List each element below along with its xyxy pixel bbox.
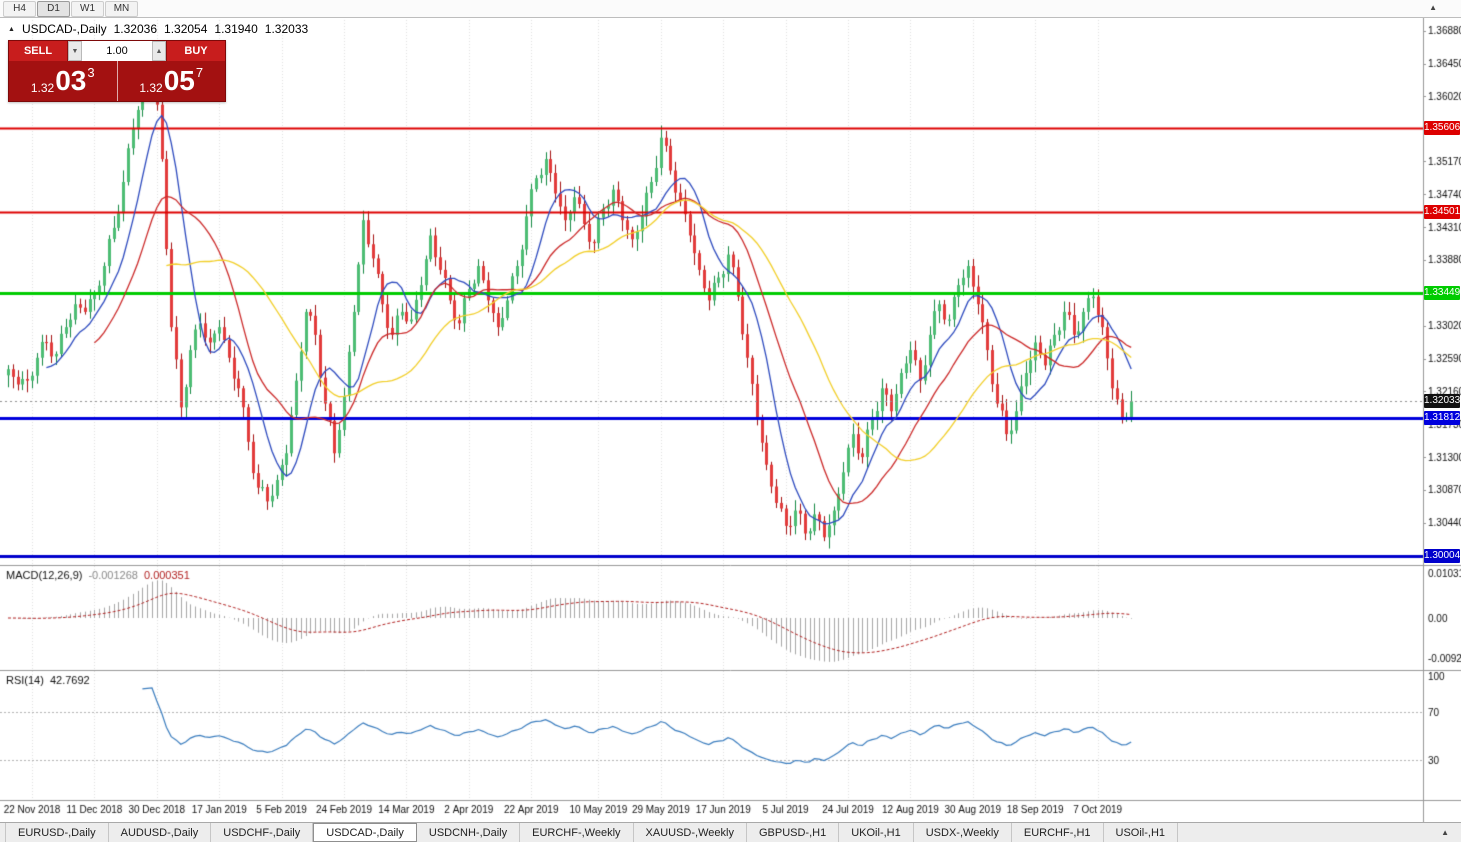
sell-price[interactable]: 1.32 03 3 [9, 61, 117, 101]
ohlc-high: 1.32054 [164, 22, 208, 36]
volume-input[interactable]: 1.00 [82, 41, 152, 61]
volume-up-icon[interactable]: ▲ [152, 41, 166, 61]
chart-tab-eurchf[interactable]: EURCHF-,H1 [1012, 823, 1104, 842]
ohlc-low: 1.31940 [214, 22, 258, 36]
ohlc-open: 1.32036 [113, 22, 158, 36]
trade-panel-prices: 1.32 03 3 1.32 05 7 [9, 61, 225, 101]
chart-area: ▲ USDCAD-,Daily 1.32036 1.32054 1.31940 … [0, 18, 1461, 822]
chart-tab-eurchf[interactable]: EURCHF-,Weekly [520, 823, 634, 842]
chart-tab-audusd[interactable]: AUDUSD-,Daily [109, 823, 212, 842]
timeframe-button-d1[interactable]: D1 [37, 0, 70, 17]
timeframe-buttons: H4 D1 W1 MN [3, 0, 138, 17]
timeframe-button-w1[interactable]: W1 [71, 0, 104, 17]
chart-header: ▲ USDCAD-,Daily 1.32036 1.32054 1.31940 … [8, 22, 308, 36]
buy-price-base: 1.32 [139, 81, 163, 95]
sell-price-pipette: 3 [87, 65, 95, 80]
collapse-panel-icon[interactable]: ▲ [8, 25, 15, 33]
chart-tabs: EURUSD-,Daily AUDUSD-,Daily USDCHF-,Daily U… [5, 823, 1179, 842]
timeframe-button-mn[interactable]: MN [105, 0, 138, 17]
volume-dropdown-icon[interactable]: ▼ [68, 41, 82, 61]
chart-tab-gbpusd[interactable]: GBPUSD-,H1 [747, 823, 840, 842]
toolbar-scroll-up-icon[interactable]: ▲ [1429, 3, 1437, 12]
chart-tab-usdcad[interactable]: USDCAD-,Daily [313, 823, 417, 842]
timeframe-button-h4[interactable]: H4 [3, 0, 36, 17]
buy-price[interactable]: 1.32 05 7 [116, 61, 226, 101]
buy-price-pipette: 7 [195, 65, 204, 80]
chart-tab-usdcnh[interactable]: USDCNH-,Daily [417, 823, 521, 842]
chart-tab-usdchf[interactable]: USDCHF-,Daily [211, 823, 314, 842]
chart-tab-xauusd[interactable]: XAUUSD-,Weekly [634, 823, 747, 842]
chart-tab-ukoil[interactable]: UKOil-,H1 [839, 823, 914, 842]
chart-symbol-label: USDCAD-,Daily [21, 22, 107, 36]
sell-button[interactable]: SELL [9, 41, 68, 61]
ohlc-close: 1.32033 [264, 22, 309, 36]
chart-tab-usdx[interactable]: USDX-,Weekly [914, 823, 1012, 842]
trade-panel-controls: SELL ▼ 1.00 ▲ BUY [9, 41, 225, 61]
tabbar-scroll-icon[interactable]: ▲ [1441, 828, 1449, 837]
one-click-trading-panel: SELL ▼ 1.00 ▲ BUY 1.32 03 3 1.32 05 7 [8, 40, 226, 102]
sell-price-pips: 03 [55, 65, 87, 96]
price-chart-canvas[interactable] [0, 18, 1461, 822]
top-toolbar: H4 D1 W1 MN ▲ [0, 0, 1461, 18]
chart-tab-usoil[interactable]: USOil-,H1 [1104, 823, 1179, 842]
chart-tab-eurusd[interactable]: EURUSD-,Daily [5, 823, 109, 842]
buy-price-pips: 05 [163, 65, 195, 96]
chart-tabs-bar: EURUSD-,Daily AUDUSD-,Daily USDCHF-,Daily U… [0, 822, 1461, 842]
buy-button[interactable]: BUY [166, 41, 225, 61]
sell-price-base: 1.32 [30, 81, 55, 95]
